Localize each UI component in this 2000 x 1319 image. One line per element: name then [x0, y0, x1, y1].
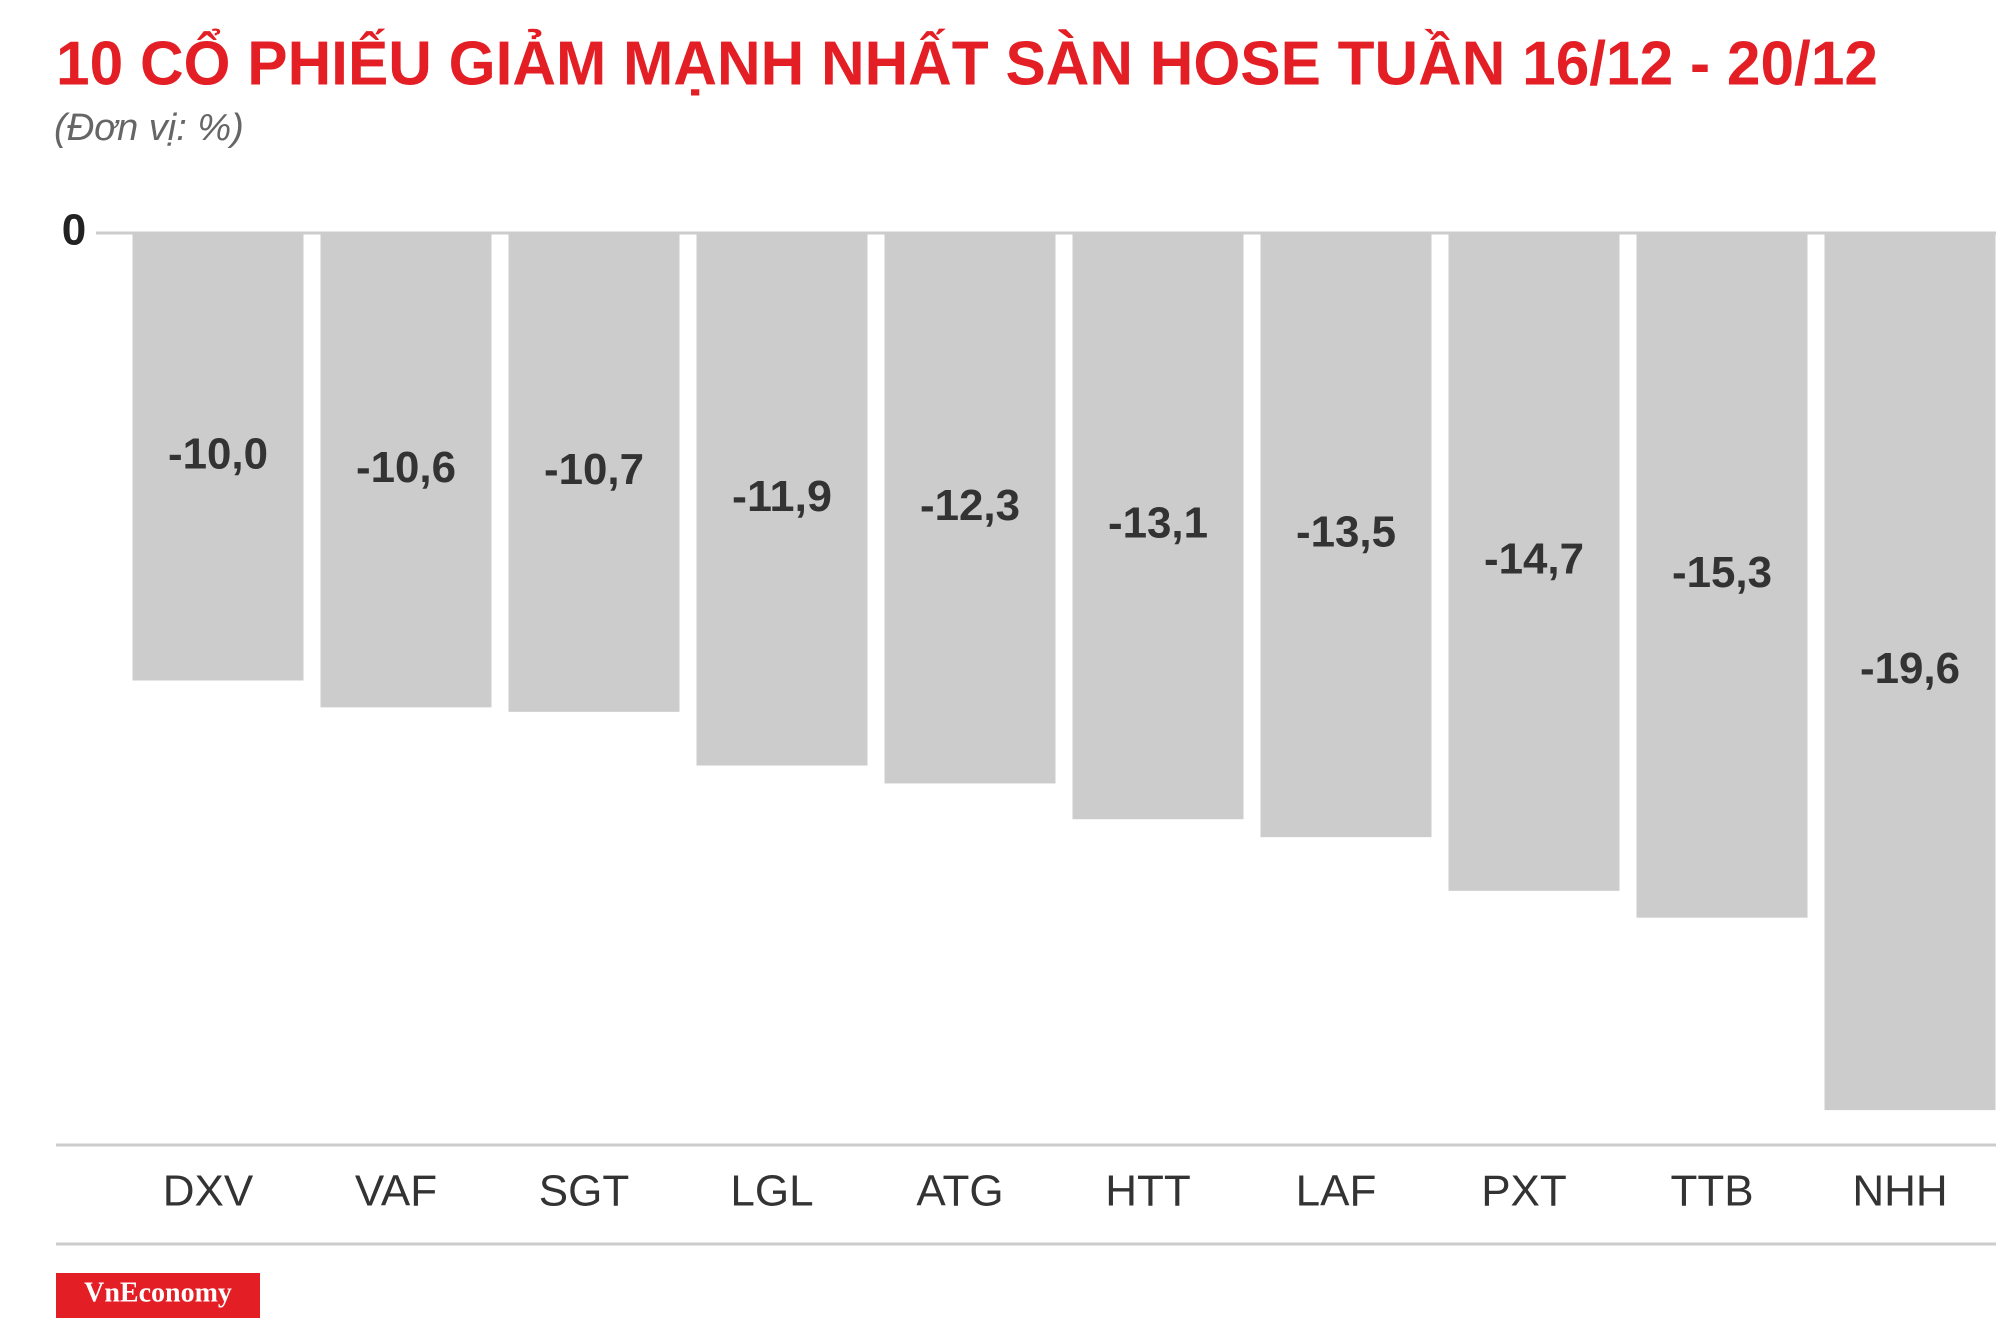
bar [1072, 233, 1244, 820]
value-label: -15,3 [1672, 548, 1772, 597]
bar [696, 233, 868, 766]
value-label: -19,6 [1860, 644, 1960, 693]
x-tick-label: DXV [163, 1167, 254, 1216]
x-tick-label: TTB [1670, 1167, 1753, 1216]
x-tick-label: SGT [539, 1167, 629, 1216]
x-tick-label: LAF [1296, 1167, 1377, 1216]
bar [1636, 233, 1808, 918]
x-tick-label: NHH [1852, 1167, 1947, 1216]
x-tick-label: ATG [916, 1167, 1003, 1216]
x-tick-label: LGL [730, 1167, 813, 1216]
bar [884, 233, 1056, 784]
logo: VnEconomy [84, 1277, 232, 1308]
bar [1824, 233, 1996, 1111]
x-tick-label: PXT [1481, 1167, 1567, 1216]
value-label: -11,9 [732, 472, 832, 521]
value-label: -10,0 [168, 429, 268, 478]
value-label: -13,5 [1296, 508, 1396, 557]
x-tick-label: VAF [355, 1167, 437, 1216]
bar [132, 233, 304, 681]
bar [320, 233, 492, 708]
value-label: -10,6 [356, 443, 456, 492]
value-label: -12,3 [920, 481, 1020, 530]
bar [1448, 233, 1620, 891]
value-label: -14,7 [1484, 535, 1584, 584]
bar [508, 233, 680, 712]
y-tick-label: 0 [62, 206, 86, 255]
value-label: -13,1 [1108, 499, 1208, 548]
chart-subtitle: (Đơn vị: %) [54, 107, 244, 149]
chart-title: 10 CỔ PHIẾU GIẢM MẠNH NHẤT SÀN HOSE TUẦN… [56, 28, 1878, 98]
bar [1260, 233, 1432, 838]
logo-box [56, 1273, 260, 1318]
value-label: -10,7 [544, 445, 644, 494]
x-tick-label: HTT [1105, 1167, 1191, 1216]
